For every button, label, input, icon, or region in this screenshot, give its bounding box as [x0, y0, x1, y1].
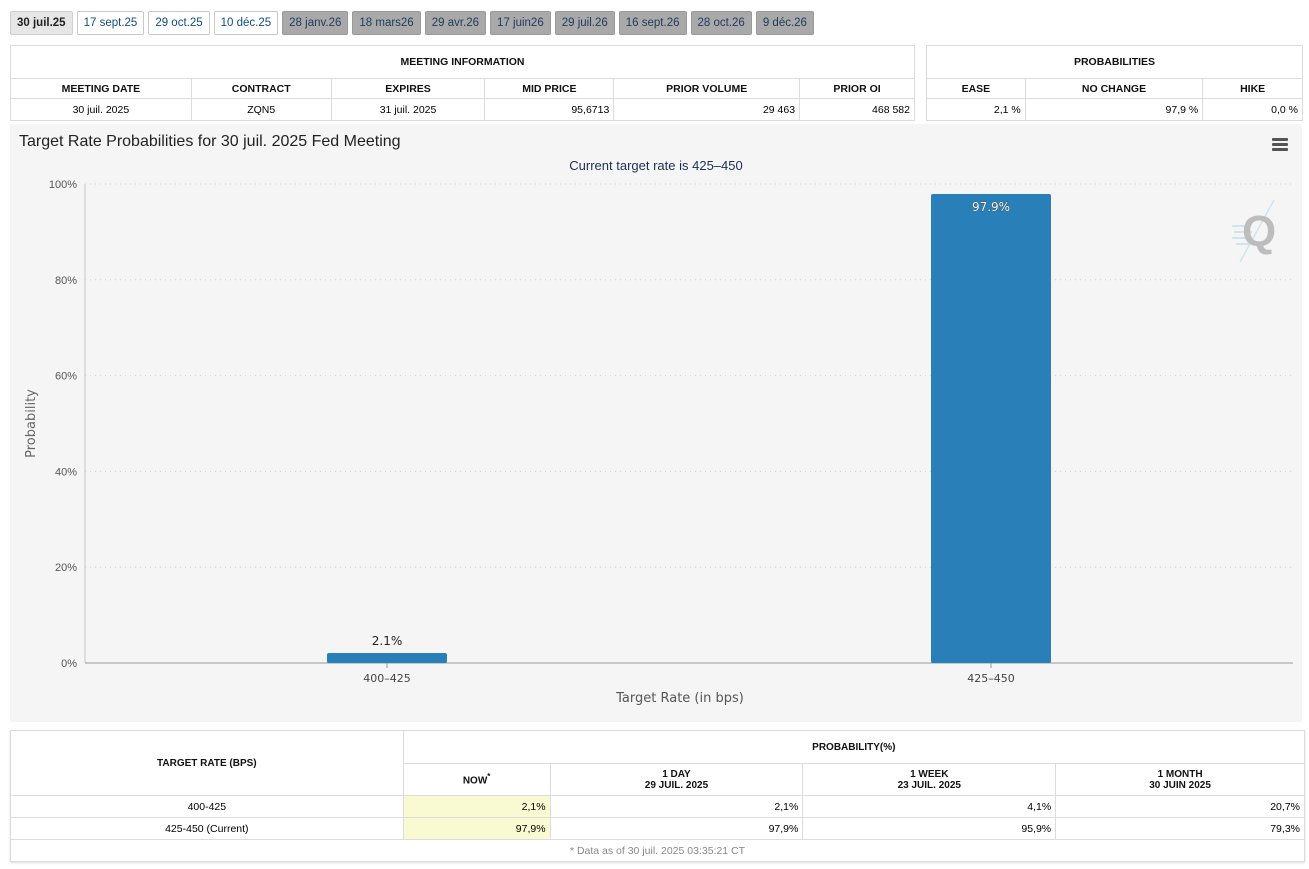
contract-value: ZQN5: [190, 98, 332, 121]
y-tick-label: 80%: [55, 275, 77, 287]
svg-text:Q: Q: [1242, 207, 1276, 256]
now-header: NOW*: [402, 763, 551, 796]
meeting-tab[interactable]: 29 avr.26: [424, 11, 487, 35]
bar-data-label: 97.9%: [972, 200, 1010, 214]
meeting-tab[interactable]: 29 juil.26: [554, 11, 615, 35]
no-change-header: NO CHANGE: [1024, 78, 1204, 99]
contract-header: CONTRACT: [190, 78, 332, 99]
y-axis-title: Probability: [24, 389, 39, 458]
meeting-tab[interactable]: 29 oct.25: [148, 11, 210, 35]
x-tick-label: 425–450: [967, 672, 1015, 685]
expires-header: EXPIRES: [330, 78, 486, 99]
meeting-tab[interactable]: 30 juil.25: [10, 11, 73, 35]
meeting-date-value: 30 juil. 2025: [10, 98, 192, 121]
chart-panel: 0% 20% 40% 60% 80% 100% 400–425 2.1% 425–450 97.9…: [10, 124, 1302, 722]
meeting-tab[interactable]: 28 oct.26: [690, 11, 752, 35]
q-logo-icon: Q: [1232, 199, 1276, 263]
target-rate-header: TARGET RATE (BPS): [10, 730, 404, 796]
meeting-date-header: MEETING DATE: [10, 78, 192, 99]
y-tick-label: 60%: [55, 371, 77, 383]
one-day-value: 2,1%: [549, 795, 804, 818]
one-week-header: 1 WEEK 23 JUIL. 2025: [802, 763, 1057, 796]
ease-header: EASE: [926, 78, 1026, 99]
chart-title: Target Rate Probabilities for 30 juil. 2…: [19, 133, 401, 150]
chart-menu-icon[interactable]: [1272, 138, 1288, 152]
rate-label: 425-450 (Current): [10, 817, 404, 840]
probabilities-table: PROBABILITIES EASE NO CHANGE HIKE 2,1 % …: [926, 45, 1303, 121]
meeting-tab[interactable]: 28 janv.26: [282, 11, 349, 35]
now-value: 2,1%: [402, 795, 551, 818]
hike-header: HIKE: [1202, 78, 1303, 99]
probability-group-header: PROBABILITY(%): [402, 730, 1306, 764]
expires-value: 31 juil. 2025: [330, 98, 486, 121]
meeting-tab[interactable]: 10 déc.25: [213, 11, 279, 35]
one-month-value: 79,3%: [1055, 817, 1305, 840]
now-value: 97,9%: [402, 817, 551, 840]
probabilities-title: PROBABILITIES: [926, 45, 1303, 79]
table-row: 400-425 2,1% 2,1% 4,1% 20,7%: [10, 795, 1305, 818]
meeting-tabs: 30 juil.25 17 sept.25 29 oct.25 10 déc.25 28…: [10, 11, 814, 35]
y-tick-label: 40%: [55, 466, 77, 478]
prior-oi-header: PRIOR OI: [799, 78, 915, 99]
one-week-value: 95,9%: [802, 817, 1057, 840]
chart-subtitle: Current target rate is 425–450: [569, 158, 743, 173]
one-day-header: 1 DAY 29 JUIL. 2025: [549, 763, 804, 796]
bar: [931, 194, 1051, 663]
x-tick-label: 400–425: [363, 672, 411, 685]
meeting-tab[interactable]: 17 sept.25: [76, 11, 145, 35]
y-tick-label: 20%: [55, 562, 77, 574]
y-tick-label: 0%: [61, 658, 77, 670]
data-timestamp-footnote: * Data as of 30 juil. 2025 03:35:21 CT: [10, 839, 1305, 862]
prior-volume-value: 29 463: [613, 98, 801, 121]
hike-value: 0,0 %: [1202, 98, 1303, 121]
meeting-tab[interactable]: 16 sept.26: [618, 11, 687, 35]
ease-value: 2,1 %: [926, 98, 1026, 121]
prior-volume-header: PRIOR VOLUME: [613, 78, 801, 99]
bar-data-label: 2.1%: [372, 634, 403, 648]
mid-price-header: MID PRICE: [484, 78, 615, 99]
one-month-header: 1 MONTH 30 JUIN 2025: [1055, 763, 1305, 796]
mid-price-value: 95,6713: [484, 98, 615, 121]
meeting-info-table: MEETING INFORMATION MEETING DATE CONTRAC…: [10, 45, 915, 121]
prior-oi-value: 468 582: [799, 98, 915, 121]
target-rate-probability-table: TARGET RATE (BPS) PROBABILITY(%) NOW* 1 …: [10, 730, 1306, 862]
x-axis-title: Target Rate (in bps): [615, 691, 744, 706]
one-day-value: 97,9%: [549, 817, 804, 840]
rate-label: 400-425: [10, 795, 404, 818]
table-row: 425-450 (Current) 97,9% 97,9% 95,9% 79,3…: [10, 817, 1305, 840]
meeting-info-title: MEETING INFORMATION: [10, 45, 915, 79]
meeting-tab[interactable]: 9 déc.26: [755, 11, 814, 35]
no-change-value: 97,9 %: [1024, 98, 1204, 121]
probability-bar-chart: 0% 20% 40% 60% 80% 100% 400–425 2.1% 425–450 97.9…: [24, 179, 1293, 706]
y-tick-label: 100%: [49, 179, 77, 191]
bar: [327, 652, 447, 663]
one-month-value: 20,7%: [1055, 795, 1305, 818]
meeting-tab[interactable]: 17 juin26: [490, 11, 551, 35]
one-week-value: 4,1%: [802, 795, 1057, 818]
meeting-tab[interactable]: 18 mars26: [352, 11, 421, 35]
